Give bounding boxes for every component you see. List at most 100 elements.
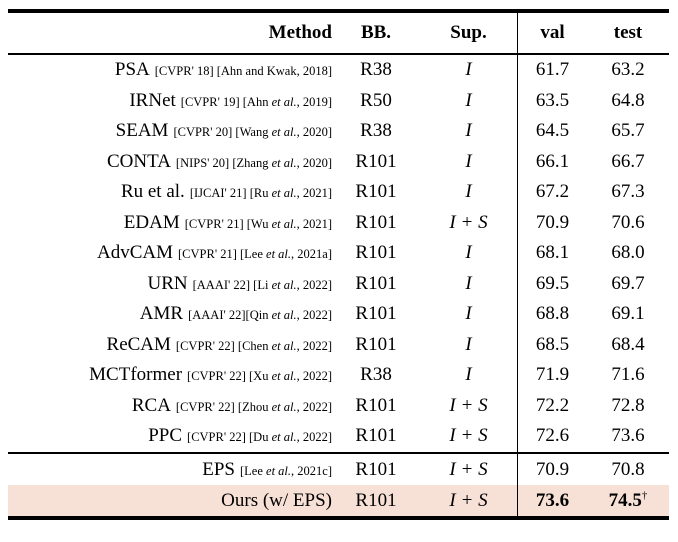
- backbone-cell: R101: [355, 211, 397, 233]
- val-score-cell: 71.9: [517, 360, 587, 391]
- val-score-cell: 64.5: [517, 116, 587, 147]
- test-score-cell: 70.8: [611, 458, 645, 480]
- backbone-cell: R101: [355, 458, 397, 480]
- method-citation: [NIPS' 20] [Zhang et al., 2020]: [175, 155, 332, 170]
- table-row: Ru et al. [IJCAI' 21] [Ru et al., 2021] R1…: [8, 177, 669, 208]
- method-name: ReCAM: [106, 333, 171, 355]
- backbone-cell: R101: [355, 333, 397, 355]
- val-score-cell: 67.2: [517, 177, 587, 208]
- backbone-cell: R38: [360, 364, 392, 385]
- method-name: PSA: [114, 59, 150, 80]
- test-score-cell: 68.0: [611, 242, 645, 263]
- method-citation: [Lee et al., 2021c]: [240, 463, 332, 478]
- val-score-cell: 61.7: [517, 55, 587, 86]
- method-cell: MCTformer [CVPR' 22] [Xu et al., 2022]: [8, 360, 332, 391]
- test-score-cell: 69.7: [611, 272, 645, 294]
- supervision-cell: I: [465, 120, 472, 141]
- method-name: RCA: [131, 394, 171, 416]
- test-score-cell: 65.7: [611, 120, 645, 141]
- method-cell: SEAM [CVPR' 20] [Wang et al., 2020]: [8, 116, 332, 147]
- val-score-cell: 68.5: [517, 329, 587, 360]
- table-row: RCA [CVPR' 22] [Zhou et al., 2022] R101 I +…: [8, 390, 669, 422]
- section-rule: [8, 451, 669, 454]
- test-score-cell: 73.6: [611, 425, 645, 446]
- method-cell: RCA [CVPR' 22] [Zhou et al., 2022]: [8, 391, 332, 422]
- results-table: Method BB. Sup. val test PSA [CVPR' 18] […: [8, 9, 669, 520]
- test-score-cell: 64.8: [611, 89, 645, 111]
- supervision-cell: I: [465, 150, 472, 172]
- method-cell: PSA [CVPR' 18] [Ahn and Kwak, 2018]: [8, 55, 332, 86]
- top-rule: [8, 9, 669, 13]
- method-name: Ru et al.: [120, 181, 185, 202]
- method-cell: URN [AAAI' 22] [Li et al., 2022]: [8, 269, 332, 300]
- backbone-cell: R101: [355, 150, 397, 172]
- table-row: URN [AAAI' 22] [Li et al., 2022] R101 I 69.5…: [8, 268, 669, 300]
- method-citation: [CVPR' 21] [Lee et al., 2021a]: [178, 247, 332, 261]
- test-score-cell: 66.7: [611, 150, 645, 172]
- test-score-cell: 71.6: [611, 364, 645, 385]
- supervision-cell: I + S: [449, 394, 488, 416]
- method-citation: [CVPR' 22] [Zhou et al., 2022]: [175, 399, 332, 414]
- method-cell: CONTA [NIPS' 20] [Zhang et al., 2020]: [8, 147, 332, 178]
- method-citation: [AAAI' 22] [Li et al., 2022]: [192, 277, 332, 292]
- method-name: Ours (w/ EPS): [221, 489, 332, 511]
- table-row: AdvCAM [CVPR' 21] [Lee et al., 2021a] R101…: [8, 238, 669, 269]
- val-score-cell: 72.2: [517, 390, 587, 421]
- supervision-cell: I + S: [449, 211, 488, 233]
- test-score-cell: 70.6: [611, 211, 645, 233]
- table-row: CONTA [NIPS' 20] [Zhang et al., 2020] R101…: [8, 146, 669, 178]
- col-header-supervision: Sup.: [450, 22, 487, 43]
- method-citation: [CVPR' 18] [Ahn and Kwak, 2018]: [154, 64, 332, 78]
- method-cell: ReCAM [CVPR' 22] [Chen et al., 2022]: [8, 330, 332, 361]
- backbone-cell: R101: [355, 489, 397, 511]
- col-header-backbone: BB.: [360, 22, 392, 43]
- backbone-cell: R101: [355, 425, 397, 446]
- method-cell: AMR [AAAI' 22][Qin et al., 2022]: [8, 299, 332, 330]
- val-score-cell: 63.5: [517, 85, 587, 116]
- method-name: URN: [147, 272, 188, 294]
- supervision-cell: I: [465, 333, 472, 355]
- method-name: PPC: [148, 425, 183, 446]
- table-row: Ours (w/ EPS) R101 I + S 73.6 74.5†: [8, 484, 669, 516]
- header-rule: [8, 53, 669, 55]
- dagger-mark: †: [641, 489, 648, 502]
- method-citation: [CVPR' 22] [Xu et al., 2022]: [187, 369, 332, 383]
- header-row: Method BB. Sup. val test: [8, 13, 669, 53]
- method-citation: [CVPR' 21] [Wu et al., 2021]: [184, 216, 332, 231]
- method-cell: PPC [CVPR' 22] [Du et al., 2022]: [8, 421, 332, 452]
- bottom-rows: EPS [Lee et al., 2021c] R101 I + S 70.9 70.8 O…: [8, 453, 669, 516]
- test-score-cell: 72.8: [611, 394, 645, 416]
- supervision-cell: I + S: [449, 458, 488, 480]
- method-citation: [CVPR' 20] [Wang et al., 2020]: [173, 125, 332, 139]
- test-score-cell: 63.2: [611, 59, 645, 80]
- method-name: SEAM: [115, 120, 169, 141]
- method-citation: [AAAI' 22][Qin et al., 2022]: [188, 308, 332, 322]
- val-score-cell: 68.1: [517, 238, 587, 269]
- val-score-cell: 69.5: [517, 268, 587, 299]
- body-rows: PSA [CVPR' 18] [Ahn and Kwak, 2018] R38 I 61…: [8, 55, 669, 452]
- val-score-cell: 73.6: [517, 484, 587, 516]
- method-cell: EDAM [CVPR' 21] [Wu et al., 2021]: [8, 208, 332, 239]
- backbone-cell: R38: [360, 120, 392, 141]
- val-score-cell: 66.1: [517, 146, 587, 177]
- backbone-cell: R101: [355, 181, 397, 202]
- method-name: CONTA: [107, 150, 171, 172]
- col-header-val: val: [517, 13, 587, 53]
- method-name: AMR: [139, 303, 184, 324]
- backbone-cell: R50: [360, 89, 392, 111]
- backbone-cell: R101: [355, 272, 397, 294]
- col-header-method: Method: [268, 22, 332, 43]
- method-name: AdvCAM: [97, 242, 174, 263]
- table-row: SEAM [CVPR' 20] [Wang et al., 2020] R38 I 64…: [8, 116, 669, 147]
- method-name: EDAM: [123, 211, 180, 233]
- method-cell: AdvCAM [CVPR' 21] [Lee et al., 2021a]: [8, 238, 332, 269]
- test-score-cell: 74.5†: [608, 489, 648, 511]
- supervision-cell: I: [465, 272, 472, 294]
- val-score-cell: 68.8: [517, 299, 587, 330]
- test-score-cell: 67.3: [611, 181, 645, 202]
- supervision-cell: I: [465, 59, 472, 80]
- test-score-cell: 69.1: [611, 303, 645, 324]
- table-row: AMR [AAAI' 22][Qin et al., 2022] R101 I 68.8…: [8, 299, 669, 330]
- table-row: EPS [Lee et al., 2021c] R101 I + S 70.9 70.8: [8, 453, 669, 485]
- supervision-cell: I + S: [449, 489, 488, 511]
